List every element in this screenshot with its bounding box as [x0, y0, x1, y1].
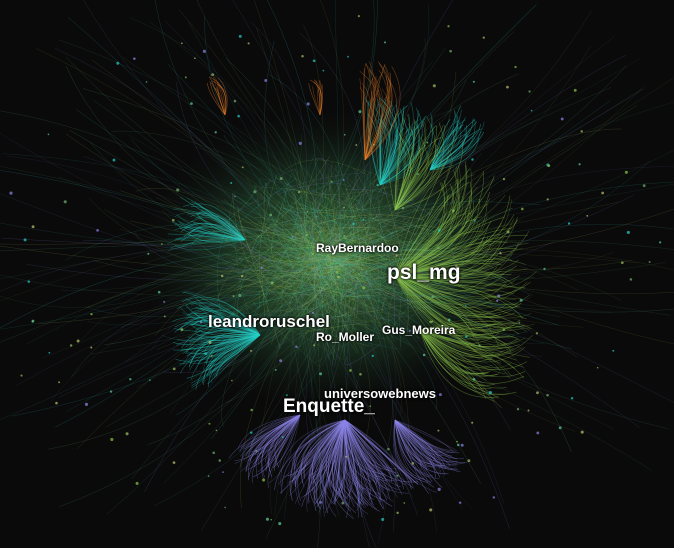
node-label-leandroruschel: leandroruschel [208, 312, 330, 331]
node-dots [9, 15, 662, 526]
node-label-enquette: Enquette_ [283, 396, 375, 417]
core-edges [199, 153, 461, 368]
node-label-raybernardoo: RayBernardoo [316, 241, 399, 255]
node-label-ro-moller: Ro_Moller [316, 330, 375, 344]
node-label-gus-moreira: Gus_Moreira [382, 323, 456, 337]
node-label-universowebnews: universowebnews [324, 386, 436, 401]
cluster-fans [167, 61, 537, 520]
node-label-psl-mg: psl_mg [387, 261, 461, 284]
